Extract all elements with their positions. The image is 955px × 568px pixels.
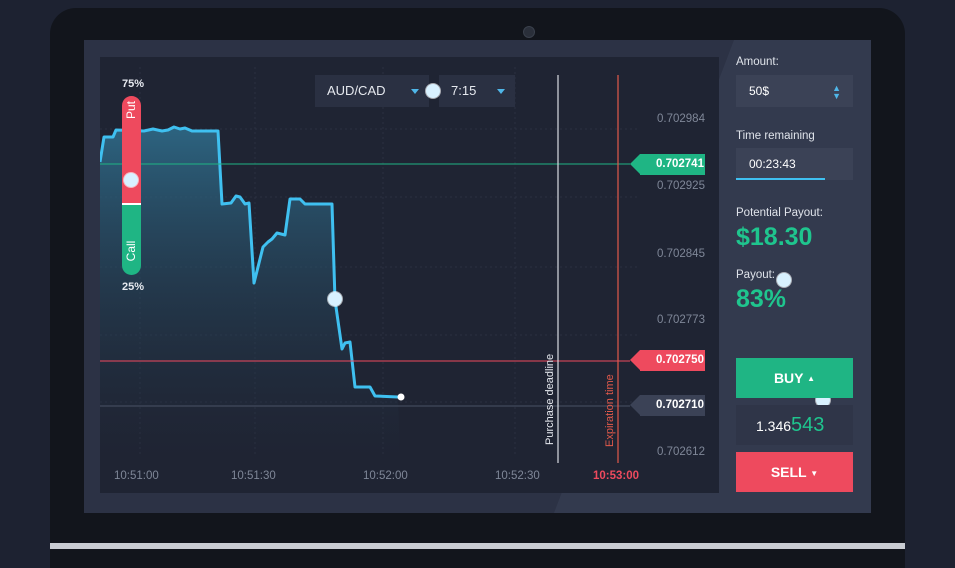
price-axis-label: 0.702984 — [657, 113, 705, 125]
chevron-down-icon — [411, 89, 419, 94]
payout-value: 83% — [736, 285, 787, 313]
put-label: Put — [124, 101, 138, 120]
buy-label: BUY — [773, 370, 804, 386]
time-remaining-label: Time remaining — [736, 130, 815, 142]
webcam-icon — [523, 26, 535, 38]
price-axis-label: 0.702845 — [657, 248, 705, 260]
time-selector-value: 7:15 — [451, 83, 477, 98]
amount-value: 50$ — [749, 84, 770, 98]
current-price-point — [397, 393, 405, 401]
time-selector[interactable]: 7:15 — [439, 75, 515, 107]
price-prefix: 1.346 — [756, 418, 792, 434]
expiration-axis-label: 10:53:00 — [593, 470, 640, 482]
caret-down-icon: ▼ — [810, 469, 819, 478]
pair-selector[interactable]: AUD/CAD — [315, 75, 429, 107]
time-axis-label: 10:52:00 — [363, 470, 408, 482]
price-suffix: 543 — [791, 414, 825, 436]
cursor-marker — [124, 173, 138, 187]
potential-payout-value: $18.30 — [736, 223, 813, 251]
time-axis-label: 10:51:30 — [231, 470, 276, 482]
call-label: Call — [124, 240, 138, 262]
sell-button[interactable]: SELL ▼ — [736, 452, 853, 492]
price-line — [100, 125, 399, 399]
current-price-tag: 0.702710 — [630, 395, 705, 416]
time-remaining-value: 00:23:43 — [749, 157, 796, 171]
call-percent: 25% — [122, 281, 145, 293]
price-axis-label: 0.702773 — [657, 314, 705, 326]
time-remaining-progress — [736, 178, 825, 180]
amount-input[interactable]: 50$ ▲ ▼ — [736, 75, 853, 107]
green-price-tag: 0.702741 — [630, 154, 705, 175]
call-button[interactable] — [122, 203, 141, 275]
caret-up-icon: ▲ — [807, 374, 816, 383]
amount-label: Amount: — [736, 56, 779, 68]
time-axis-label: 10:51:00 — [114, 470, 159, 482]
cursor-marker — [328, 292, 342, 306]
expiration-time-label: Expiration time — [604, 374, 616, 447]
price-chart[interactable] — [100, 57, 719, 493]
price-area — [100, 127, 400, 457]
time-axis-label: 10:52:30 — [495, 470, 540, 482]
purchase-deadline-label: Purchase deadline — [544, 353, 556, 445]
payout-label: Payout: — [736, 269, 775, 281]
time-remaining-field: 00:23:43 — [736, 148, 853, 180]
price-display: 1.346543 — [736, 405, 853, 445]
potential-payout-label: Potential Payout: — [736, 207, 823, 219]
price-axis-label: 0.702612 — [657, 446, 705, 458]
chart-canvas — [100, 67, 640, 463]
put-percent: 75% — [122, 78, 145, 90]
price-axis-label: 0.702925 — [657, 180, 705, 192]
cursor-marker — [777, 273, 791, 287]
laptop-base — [50, 543, 905, 549]
chevron-down-icon — [497, 89, 505, 94]
buy-button[interactable]: BUY ▲ — [736, 358, 853, 398]
cursor-marker — [426, 84, 440, 98]
pair-selector-value: AUD/CAD — [327, 83, 386, 98]
sell-label: SELL — [770, 464, 807, 480]
red-price-tag: 0.702750 — [630, 350, 705, 371]
stepper-icon[interactable]: ▲ ▼ — [832, 83, 841, 101]
